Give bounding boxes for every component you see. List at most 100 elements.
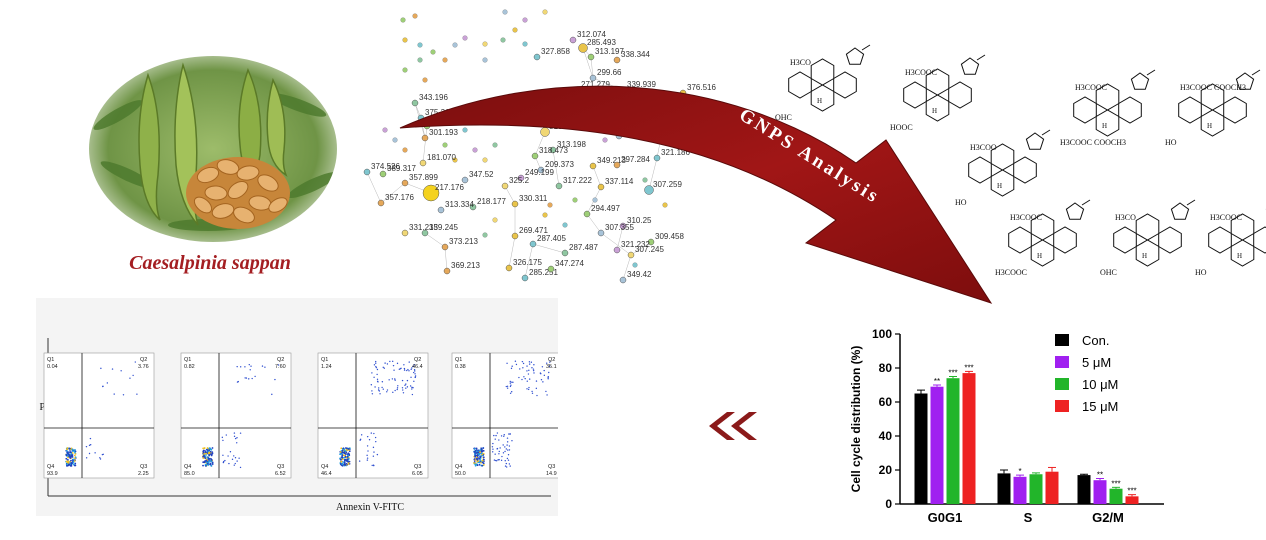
cell-event <box>524 377 526 380</box>
cell-event <box>360 434 363 436</box>
network-node <box>492 217 498 223</box>
cell-event <box>122 394 125 396</box>
cell-event <box>74 457 76 460</box>
network-node <box>521 274 529 282</box>
cell-event <box>211 447 214 449</box>
quadrant-label: Q1 <box>47 357 54 363</box>
cell-event <box>375 365 377 368</box>
cell-event <box>343 463 346 466</box>
network-node-label: 307.355 <box>605 223 634 232</box>
ring-bond <box>1095 109 1120 137</box>
network-node <box>583 210 591 218</box>
cell-event <box>376 373 378 376</box>
carbonyl-bond <box>1081 199 1091 206</box>
ring-bond <box>833 71 857 99</box>
quadrant-label: 14.9 <box>546 471 557 477</box>
legend-label: 15 μM <box>1082 399 1118 414</box>
cell-event <box>480 450 483 453</box>
cell-event <box>547 378 549 380</box>
lactone-ring <box>1170 202 1190 220</box>
network-edge <box>422 125 428 164</box>
legend-swatch <box>1055 334 1069 346</box>
network-node <box>482 157 488 163</box>
cell-event <box>377 387 380 389</box>
diterpenoid-molecule: H3COOC H3COOC COOCH3 H <box>1060 69 1156 147</box>
quadrant-label: Q1 <box>455 357 462 363</box>
cell-event <box>473 448 476 450</box>
cell-event <box>209 450 212 453</box>
cell-event <box>482 447 485 449</box>
cell-event <box>227 455 229 457</box>
cell-event <box>375 362 377 364</box>
cell-event <box>548 365 551 368</box>
network-edge <box>366 171 382 204</box>
cell-event <box>134 361 136 363</box>
cell-event <box>535 380 538 382</box>
cell-event <box>222 439 224 442</box>
cell-event <box>374 386 376 388</box>
cell-event <box>210 459 213 461</box>
cell-event <box>72 458 75 461</box>
cell-event <box>508 433 510 435</box>
cell-event <box>233 432 236 434</box>
cell-event <box>474 464 477 467</box>
network-node <box>505 264 513 272</box>
network-node-label: 347.274 <box>555 259 584 268</box>
cell-event <box>66 463 69 466</box>
cell-event <box>373 451 375 453</box>
quadrant-label: Q4 <box>47 464 54 470</box>
cell-event <box>202 464 204 467</box>
cell-event <box>491 446 494 448</box>
cell-event <box>473 453 476 456</box>
network-node-label: 307.259 <box>653 180 682 189</box>
diterpenoid-molecule: H3CO OHC H <box>1100 199 1196 277</box>
cell-event <box>411 393 414 396</box>
network-node <box>421 229 429 237</box>
ring-bond <box>1223 96 1247 124</box>
cell-event <box>511 365 513 367</box>
cell-event <box>236 460 238 462</box>
cell-event <box>377 381 379 383</box>
cell-event <box>244 377 246 379</box>
cell-event <box>236 381 239 383</box>
cell-event <box>65 454 68 456</box>
cell-event <box>531 392 534 395</box>
y-tick-label: 0 <box>885 497 892 511</box>
cell-event <box>204 450 207 453</box>
network-edge <box>600 232 632 256</box>
cell-event <box>526 365 528 367</box>
cell-event <box>274 378 276 381</box>
lactone-ring <box>1065 202 1085 220</box>
cell-event <box>533 372 535 374</box>
lactone-ring <box>1235 72 1255 90</box>
cell-event <box>405 383 407 385</box>
cell-event <box>347 447 350 450</box>
network-edge <box>582 47 594 79</box>
network-node-label: 373.213 <box>449 237 478 246</box>
network-node <box>462 35 468 41</box>
cell-event <box>384 362 386 364</box>
cell-event <box>102 453 104 456</box>
bar <box>930 386 944 504</box>
carbonyl-bond <box>1251 69 1261 76</box>
ring-bond <box>1008 226 1032 254</box>
cell-event <box>510 384 512 386</box>
cell-event <box>236 436 238 439</box>
network-node <box>578 43 588 53</box>
cell-event <box>478 453 481 455</box>
flow-plot-frame <box>43 352 155 479</box>
cell-event <box>207 461 210 464</box>
cell-event <box>411 388 413 390</box>
cell-event <box>502 444 504 446</box>
cell-event <box>239 366 242 368</box>
network-node-label: 287.405 <box>537 234 566 243</box>
network-node <box>501 182 509 190</box>
network-node <box>644 185 654 195</box>
network-node <box>632 262 638 268</box>
cell-event <box>210 464 213 467</box>
cell-event <box>71 450 74 452</box>
cell-event <box>392 391 394 394</box>
cell-event <box>413 380 415 383</box>
cell-event <box>527 388 530 391</box>
cell-event <box>204 457 207 460</box>
